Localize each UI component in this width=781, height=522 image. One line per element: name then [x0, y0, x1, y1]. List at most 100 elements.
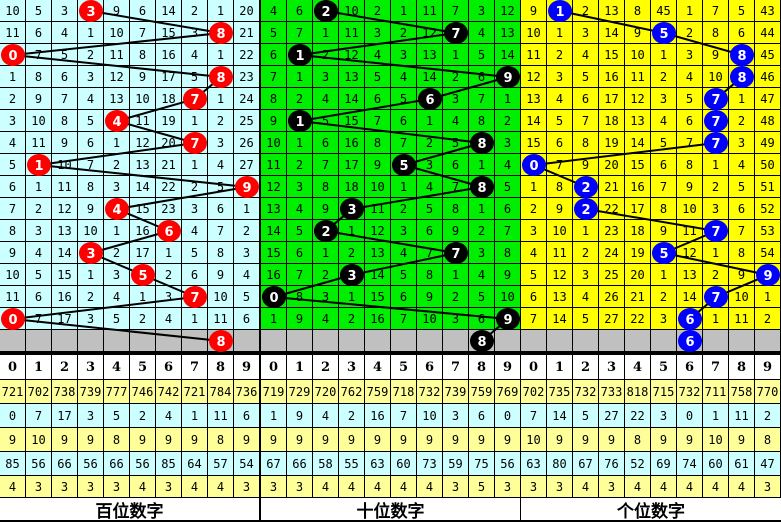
- stat-cell: 60: [391, 452, 417, 476]
- trend-cell: 21: [599, 176, 625, 198]
- stat-cell: 742: [156, 380, 182, 404]
- trend-cell: 11: [339, 22, 365, 44]
- svg-text:1: 1: [34, 159, 43, 174]
- svg-text:3: 3: [347, 269, 356, 284]
- trend-cell: 13: [521, 88, 547, 110]
- forecast-cell: [625, 330, 651, 352]
- trend-cell: 2: [339, 308, 365, 330]
- trend-cell: 20: [625, 264, 651, 286]
- stat-cell: 0: [0, 404, 26, 428]
- trend-cell: 1: [182, 308, 208, 330]
- trend-cell: 1: [417, 110, 443, 132]
- svg-text:5: 5: [138, 269, 147, 284]
- trend-cell: 10: [365, 176, 391, 198]
- stat-cell: 4: [130, 476, 156, 498]
- stat-cell: 64: [182, 452, 208, 476]
- stat-cell: 4: [208, 476, 234, 498]
- trend-cell: 9: [417, 286, 443, 308]
- stat-cell: 8: [755, 428, 781, 452]
- trend-cell: 8: [443, 198, 469, 220]
- trend-cell: 4: [26, 242, 52, 264]
- stat-cell: 76: [599, 452, 625, 476]
- trend-cell: 3: [495, 132, 521, 154]
- stat-cell: 9: [78, 428, 104, 452]
- stat-cell: 759: [365, 380, 391, 404]
- svg-text:1: 1: [555, 5, 564, 20]
- trend-cell: 17: [339, 154, 365, 176]
- stat-cell: 3: [599, 476, 625, 498]
- stat-cell: 66: [52, 452, 78, 476]
- number-ball: 6: [678, 308, 702, 330]
- digit-header: 0: [521, 355, 547, 380]
- svg-text:7: 7: [711, 93, 720, 108]
- stat-cell: 1: [703, 404, 729, 428]
- trend-cell: 10: [0, 0, 26, 22]
- number-ball: 4: [105, 198, 129, 220]
- stat-cell: 9: [130, 428, 156, 452]
- stat-cell: 4: [573, 476, 599, 498]
- stat-cell: 4: [651, 476, 677, 498]
- stat-cell: 9: [651, 428, 677, 452]
- trend-cell: 16: [599, 66, 625, 88]
- forecast-cell: [26, 330, 52, 352]
- stat-cell: 9: [234, 428, 260, 452]
- trend-cell: 8: [417, 264, 443, 286]
- trend-cell: 10: [521, 22, 547, 44]
- digit-header: 0: [0, 355, 26, 380]
- trend-cell: 3: [703, 198, 729, 220]
- svg-text:5: 5: [399, 159, 408, 174]
- trend-cell: 3: [52, 0, 78, 22]
- svg-text:0: 0: [269, 291, 278, 306]
- trend-cell: 14: [495, 44, 521, 66]
- trend-cell: 1: [443, 44, 469, 66]
- trend-cell: 1: [573, 220, 599, 242]
- svg-text:5: 5: [659, 27, 668, 42]
- trend-cell: 14: [130, 176, 156, 198]
- trend-cell: 6: [469, 308, 495, 330]
- trend-cell: 11: [0, 286, 26, 308]
- trend-cell: 1: [234, 198, 260, 220]
- trend-cell: 9: [547, 198, 573, 220]
- stat-cell: 721: [182, 380, 208, 404]
- stat-cell: 762: [339, 380, 365, 404]
- number-ball: 7: [704, 132, 728, 154]
- trend-cell: 3: [391, 220, 417, 242]
- trend-cell: 13: [599, 0, 625, 22]
- stat-cell: 3: [495, 476, 521, 498]
- trend-cell: 21: [625, 286, 651, 308]
- trend-cell: 1: [495, 88, 521, 110]
- trend-cell: 6: [130, 0, 156, 22]
- svg-text:7: 7: [711, 291, 720, 306]
- stat-cell: 56: [130, 452, 156, 476]
- trend-cell: 9: [78, 198, 104, 220]
- trend-cell: 10: [130, 88, 156, 110]
- stat-cell: 56: [26, 452, 52, 476]
- stat-cell: 67: [573, 452, 599, 476]
- trend-cell: 8: [495, 242, 521, 264]
- trend-cell: 8: [469, 110, 495, 132]
- trend-cell: 21: [234, 22, 260, 44]
- number-ball: 5: [652, 22, 676, 44]
- trend-cell: 7: [677, 132, 703, 154]
- trend-cell: 21: [156, 154, 182, 176]
- digit-header: 7: [443, 355, 469, 380]
- trend-cell: 6: [729, 198, 755, 220]
- trend-cell: 2: [26, 198, 52, 220]
- trend-cell: 10: [417, 308, 443, 330]
- trend-cell: 6: [0, 176, 26, 198]
- trend-cell: 3: [182, 198, 208, 220]
- trend-cell: 1: [703, 154, 729, 176]
- trend-cell: 1: [156, 242, 182, 264]
- trend-cell: 10: [729, 286, 755, 308]
- trend-cell: 20: [234, 0, 260, 22]
- forecast-cell: [703, 330, 729, 352]
- digit-header: 8: [469, 355, 495, 380]
- stat-cell: 14: [547, 404, 573, 428]
- trend-cell: 6: [521, 286, 547, 308]
- trend-cell: 14: [677, 286, 703, 308]
- trend-cell: 16: [365, 308, 391, 330]
- digit-header: 3: [599, 355, 625, 380]
- trend-cell: 10: [208, 286, 234, 308]
- trend-cell: 7: [495, 220, 521, 242]
- trend-cell: 1: [391, 176, 417, 198]
